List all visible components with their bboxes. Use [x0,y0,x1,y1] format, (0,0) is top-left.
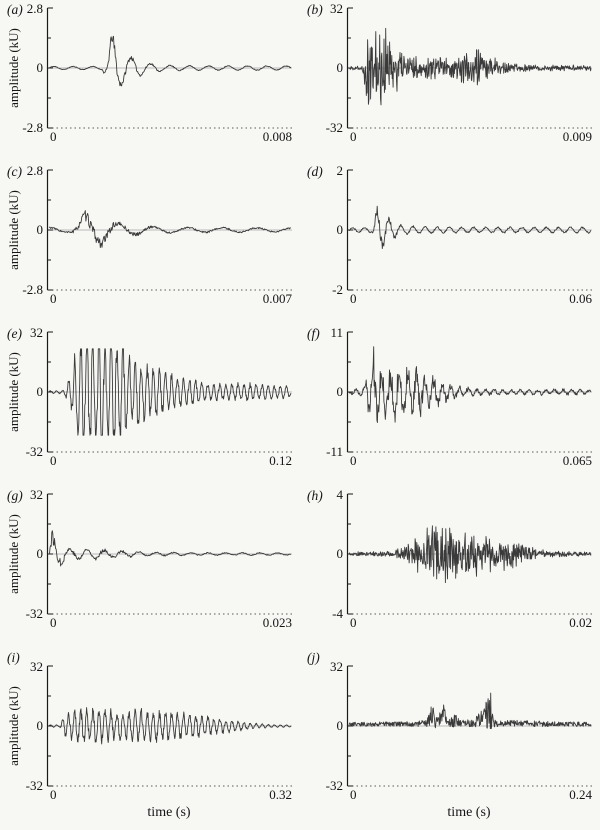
y-axis-zero-label: 0 [336,222,344,237]
y-axis-min-label: -2.8 [22,282,43,297]
waveform-panel-f: (f) 11 0 -11 0 0.065 [300,324,600,486]
waveform-panel-a: (a) 2.8 0 -2.8 amplitude (kU) 0 0.008 [0,0,300,162]
x-axis-start-label: 0 [350,291,357,306]
x-axis-end-label: 0.12 [269,453,292,468]
panel-letter: (d) [307,164,323,179]
y-axis-title: amplitude (kU) [6,514,21,594]
y-axis-min-label: -32 [25,444,43,459]
waveform-panel-g: (g) 32 0 -32 amplitude (kU) 0 0.023 [0,486,300,648]
y-axis-max-label: 32 [30,659,43,674]
waveform-plot [46,7,292,129]
y-axis-min-label: -32 [25,606,43,621]
waveform-panel-j: (j) 32 0 -32 0 0.24 time (s) [300,648,600,830]
y-axis-zero-label: 0 [36,384,44,399]
panel-letter: (i) [7,650,20,665]
y-axis-title: amplitude (kU) [6,28,21,108]
x-axis-end-label: 0.008 [262,129,292,144]
y-axis-min-label: -2 [332,282,343,297]
panel-letter: (g) [7,488,23,503]
x-axis-end-label: 0.32 [269,787,292,802]
y-axis-min-label: -32 [325,778,343,793]
y-axis-max-label: 32 [30,487,43,502]
y-axis-min-label: -2.8 [22,120,43,135]
waveform-panel-d: (d) 2 0 -2 0 0.06 [300,162,600,324]
waveform-plot [346,665,592,787]
y-axis-min-label: -4 [332,606,343,621]
x-axis-start-label: 0 [350,787,357,802]
waveform-plot [46,169,292,291]
y-axis-zero-label: 0 [336,718,344,733]
waveform-plot [46,493,292,615]
waveform-panel-e: (e) 32 0 -32 amplitude (kU) 0 0.12 [0,324,300,486]
x-axis-start-label: 0 [50,787,57,802]
y-axis-max-label: 32 [30,325,43,340]
waveform-panel-i: (i) 32 0 -32 amplitude (kU) 0 0.32 time … [0,648,300,830]
panel-letter: (b) [307,2,323,17]
y-axis-zero-label: 0 [336,60,344,75]
waveform-plot [346,7,592,129]
y-axis-zero-label: 0 [36,718,44,733]
x-axis-start-label: 0 [350,129,357,144]
waveform-panel-b: (b) 32 0 -32 0 0.009 [300,0,600,162]
y-axis-max-label: 32 [330,659,343,674]
y-axis-title: amplitude (kU) [6,352,21,432]
waveform-plot [46,665,292,787]
x-axis-end-label: 0.023 [262,615,292,630]
y-axis-max-label: 2.8 [26,163,43,178]
panel-letter: (e) [7,326,22,341]
panel-letter: (a) [7,2,23,17]
y-axis-zero-label: 0 [36,60,44,75]
x-axis-title: time (s) [147,805,191,820]
x-axis-start-label: 0 [50,453,57,468]
y-axis-zero-label: 0 [36,222,44,237]
y-axis-max-label: 11 [330,325,343,340]
y-axis-title: amplitude (kU) [6,686,21,766]
x-axis-start-label: 0 [50,615,57,630]
panel-letter: (f) [307,326,320,341]
waveform-plot [346,493,592,615]
panel-letter: (j) [307,650,320,665]
y-axis-zero-label: 0 [36,546,44,561]
waveform-plot [346,169,592,291]
waveform-plot [346,331,592,453]
panel-letter: (h) [307,488,323,503]
x-axis-end-label: 0.06 [569,291,592,306]
y-axis-title: amplitude (kU) [6,190,21,270]
y-axis-zero-label: 0 [336,384,344,399]
x-axis-end-label: 0.009 [562,129,592,144]
x-axis-start-label: 0 [350,615,357,630]
x-axis-end-label: 0.02 [569,615,592,630]
panel-letter: (c) [7,164,22,179]
x-axis-title: time (s) [447,805,491,820]
x-axis-end-label: 0.24 [569,787,592,802]
y-axis-min-label: -32 [25,778,43,793]
x-axis-end-label: 0.007 [262,291,292,306]
x-axis-start-label: 0 [50,291,57,306]
y-axis-max-label: 4 [336,487,344,502]
y-axis-zero-label: 0 [336,546,344,561]
waveform-plot [46,331,292,453]
y-axis-max-label: 32 [330,1,343,16]
x-axis-start-label: 0 [50,129,57,144]
waveform-panel-h: (h) 4 0 -4 0 0.02 [300,486,600,648]
y-axis-min-label: -32 [325,120,343,135]
y-axis-min-label: -11 [326,444,343,459]
x-axis-end-label: 0.065 [562,453,592,468]
x-axis-start-label: 0 [350,453,357,468]
y-axis-max-label: 2 [336,163,344,178]
y-axis-max-label: 2.8 [26,1,43,16]
waveform-panel-c: (c) 2.8 0 -2.8 amplitude (kU) 0 0.007 [0,162,300,324]
